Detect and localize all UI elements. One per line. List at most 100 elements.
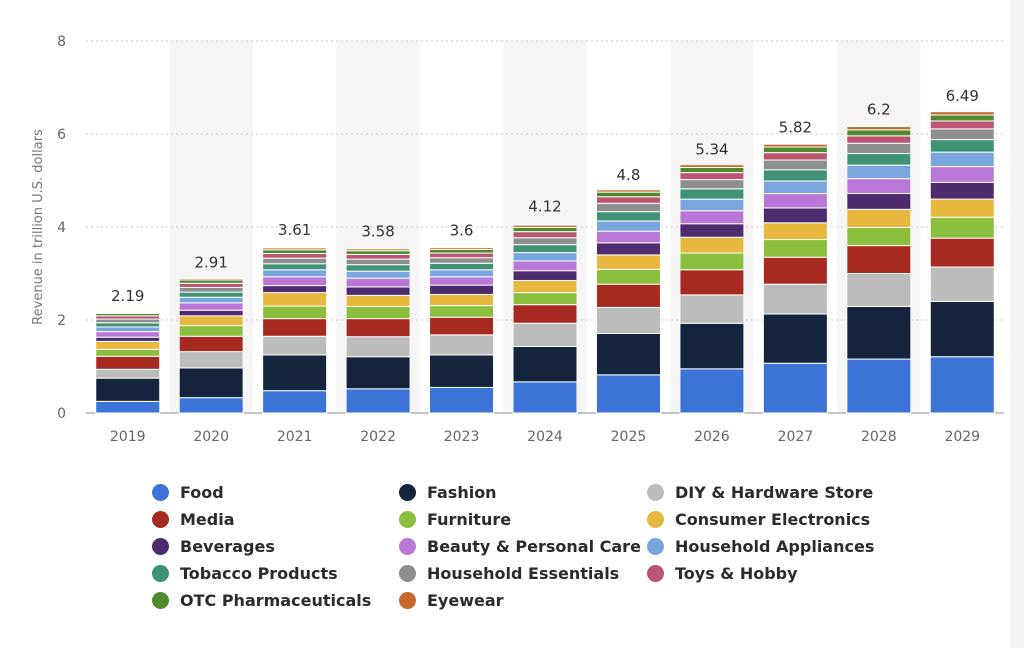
bar-segment xyxy=(95,355,161,370)
x-tick-label: 2027 xyxy=(778,429,814,445)
bar-total-label: 2.19 xyxy=(111,287,144,305)
bar-segment xyxy=(595,191,661,198)
bar-segment xyxy=(595,283,661,308)
bar-segment xyxy=(512,381,578,414)
x-tick-label: 2022 xyxy=(360,429,396,445)
legend-item[interactable]: Beverages xyxy=(152,535,275,557)
bar-segment xyxy=(512,231,578,239)
bar-segment xyxy=(429,293,495,307)
y-tick-label: 2 xyxy=(57,313,66,329)
bar-segment xyxy=(846,226,912,247)
bar-segment xyxy=(345,318,411,338)
legend-swatch xyxy=(647,564,664,582)
bar-segment xyxy=(929,300,995,358)
bar-segment xyxy=(762,239,828,258)
legend-label: Media xyxy=(180,509,235,529)
bar-segment xyxy=(429,246,495,250)
bar-segment xyxy=(178,302,244,311)
bar-total-label: 5.34 xyxy=(695,141,728,159)
bar-segment xyxy=(512,322,578,348)
bar-segment xyxy=(345,294,411,308)
legend-item[interactable]: Tobacco Products xyxy=(152,562,338,584)
legend-item[interactable]: Media xyxy=(152,508,235,530)
bar-segment xyxy=(262,253,328,259)
bar-segment xyxy=(595,211,661,222)
bar-segment xyxy=(846,153,912,166)
legend-label: Beverages xyxy=(180,536,275,556)
bar-segment xyxy=(595,254,661,270)
legend-item[interactable]: DIY & Hardware Store xyxy=(647,481,873,503)
legend-swatch xyxy=(399,483,416,501)
y-tick-label: 6 xyxy=(57,127,66,143)
legend-label: Tobacco Products xyxy=(180,563,338,583)
bar-segment xyxy=(345,264,411,272)
legend-label: Food xyxy=(180,482,224,502)
bar-segment xyxy=(679,172,745,181)
bar-segment xyxy=(345,258,411,266)
legend-item[interactable]: Food xyxy=(152,481,224,503)
bar-segment xyxy=(595,332,661,376)
legend-item[interactable]: Toys & Hobby xyxy=(647,562,798,584)
legend-label: DIY & Hardware Store xyxy=(675,482,874,502)
bar-segment xyxy=(679,294,745,324)
legend-item[interactable]: OTC Pharmaceuticals xyxy=(152,589,371,611)
bar-segment xyxy=(762,222,828,241)
legend-item[interactable]: Household Essentials xyxy=(399,562,619,584)
legend-label: Household Essentials xyxy=(427,563,620,583)
bar-segment xyxy=(595,196,661,204)
bar-segment xyxy=(178,286,244,293)
x-tick-label: 2021 xyxy=(277,429,313,445)
bars xyxy=(95,111,995,414)
legend-swatch xyxy=(399,537,416,555)
legend-item[interactable]: Beauty & Personal Care xyxy=(399,535,641,557)
bar-segment xyxy=(95,340,161,350)
bar-segment xyxy=(679,368,745,414)
y-axis-label: Revenue in trillion U.S. dollars xyxy=(31,129,46,325)
bar-segment xyxy=(762,283,828,315)
bar-segment xyxy=(762,159,828,171)
bar-segment xyxy=(429,262,495,271)
bar-segment xyxy=(846,135,912,144)
total-labels: 2.19 2.91 3.61 3.58 3.6 4.12 4.8 5.34 5.82 6.2 6.4… xyxy=(111,87,979,305)
legend-item[interactable]: Eyewear xyxy=(399,589,504,611)
bar-segment xyxy=(345,388,411,414)
bar-segment xyxy=(595,306,661,334)
bar-total-label: 2.91 xyxy=(194,254,227,272)
bar-segment xyxy=(95,331,161,338)
bar-segment xyxy=(178,282,244,288)
bar-segment xyxy=(929,181,995,200)
x-tick-label: 2023 xyxy=(444,429,480,445)
bar-segment xyxy=(95,336,161,342)
bar-segment xyxy=(846,164,912,180)
bar-segment xyxy=(846,273,912,308)
bar-segment xyxy=(846,178,912,195)
legend-item[interactable]: Fashion xyxy=(399,481,497,503)
legend-item[interactable]: Consumer Electronics xyxy=(647,508,870,530)
bar-segment xyxy=(345,277,411,288)
legend-label: Furniture xyxy=(427,509,512,529)
x-tick-label: 2024 xyxy=(527,429,563,445)
bar-segment xyxy=(345,253,411,260)
legend-item[interactable]: Household Appliances xyxy=(647,535,874,557)
bar-segment xyxy=(595,189,661,193)
bar-segment xyxy=(595,374,661,414)
bar-total-label: 4.12 xyxy=(528,197,561,215)
legend-swatch xyxy=(647,510,664,528)
bar-segment xyxy=(262,318,328,337)
bar-segment xyxy=(595,268,661,285)
x-tick-label: 2020 xyxy=(193,429,229,445)
bar-segment xyxy=(929,111,995,116)
bar-segment xyxy=(95,312,161,314)
bar-segment xyxy=(679,198,745,212)
bar-segment xyxy=(846,129,912,137)
legend-item[interactable]: Furniture xyxy=(399,508,511,530)
bar-segment xyxy=(262,335,328,356)
bar-segment xyxy=(512,292,578,306)
bar-total-label: 3.58 xyxy=(361,223,394,241)
y-tick-label: 0 xyxy=(57,406,66,422)
bar-segment xyxy=(762,143,828,148)
bar-segment xyxy=(929,128,995,141)
stacked-bar-chart: 0 2 4 6 8 2.19 2.91 3.61 3.58 3.6 4.12 4.8 5.34 5.82… xyxy=(31,34,1004,445)
bar-segment xyxy=(262,269,328,278)
bar-segment xyxy=(429,316,495,336)
